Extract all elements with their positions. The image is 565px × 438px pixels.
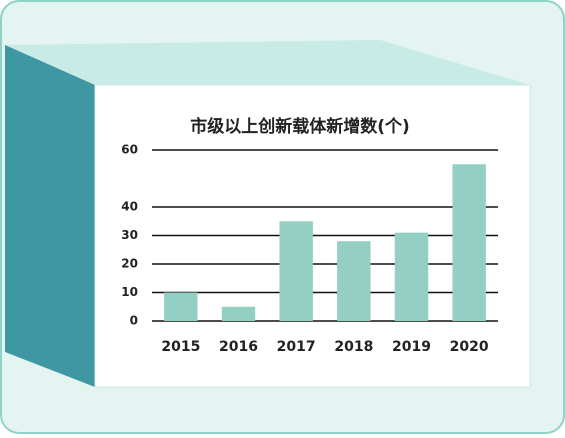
y-tick-label: 0 bbox=[130, 314, 138, 328]
bar bbox=[164, 292, 198, 321]
y-tick-label: 60 bbox=[121, 143, 138, 157]
x-tick-label: 2019 bbox=[392, 339, 431, 355]
bar bbox=[394, 232, 429, 321]
bar bbox=[337, 241, 371, 321]
box-top bbox=[5, 40, 530, 85]
box-side bbox=[5, 45, 95, 387]
y-tick-label: 40 bbox=[121, 200, 138, 214]
bar bbox=[279, 221, 313, 321]
x-tick-label: 2020 bbox=[450, 339, 489, 355]
chart-title: 市级以上创新载体新增数(个) bbox=[190, 116, 410, 137]
y-tick-label: 10 bbox=[121, 285, 138, 299]
y-tick-label: 30 bbox=[121, 228, 138, 242]
x-tick-label: 2017 bbox=[277, 339, 316, 355]
x-tick-label: 2015 bbox=[161, 339, 200, 355]
x-tick-label: 2018 bbox=[334, 339, 373, 355]
bar bbox=[221, 306, 256, 321]
y-tick-label: 20 bbox=[121, 257, 138, 271]
x-tick-label: 2016 bbox=[219, 339, 258, 355]
bar bbox=[452, 164, 486, 321]
